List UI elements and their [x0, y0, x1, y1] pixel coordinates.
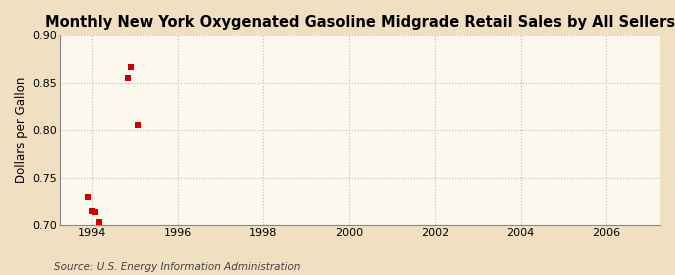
Title: Monthly New York Oxygenated Gasoline Midgrade Retail Sales by All Sellers: Monthly New York Oxygenated Gasoline Mid…	[45, 15, 675, 30]
Point	[133, 122, 144, 127]
Point	[86, 209, 97, 213]
Point	[122, 76, 133, 80]
Point	[94, 220, 105, 225]
Point	[90, 210, 101, 214]
Y-axis label: Dollars per Gallon: Dollars per Gallon	[15, 77, 28, 183]
Point	[83, 194, 94, 199]
Point	[126, 64, 136, 69]
Text: Source: U.S. Energy Information Administration: Source: U.S. Energy Information Administ…	[54, 262, 300, 272]
